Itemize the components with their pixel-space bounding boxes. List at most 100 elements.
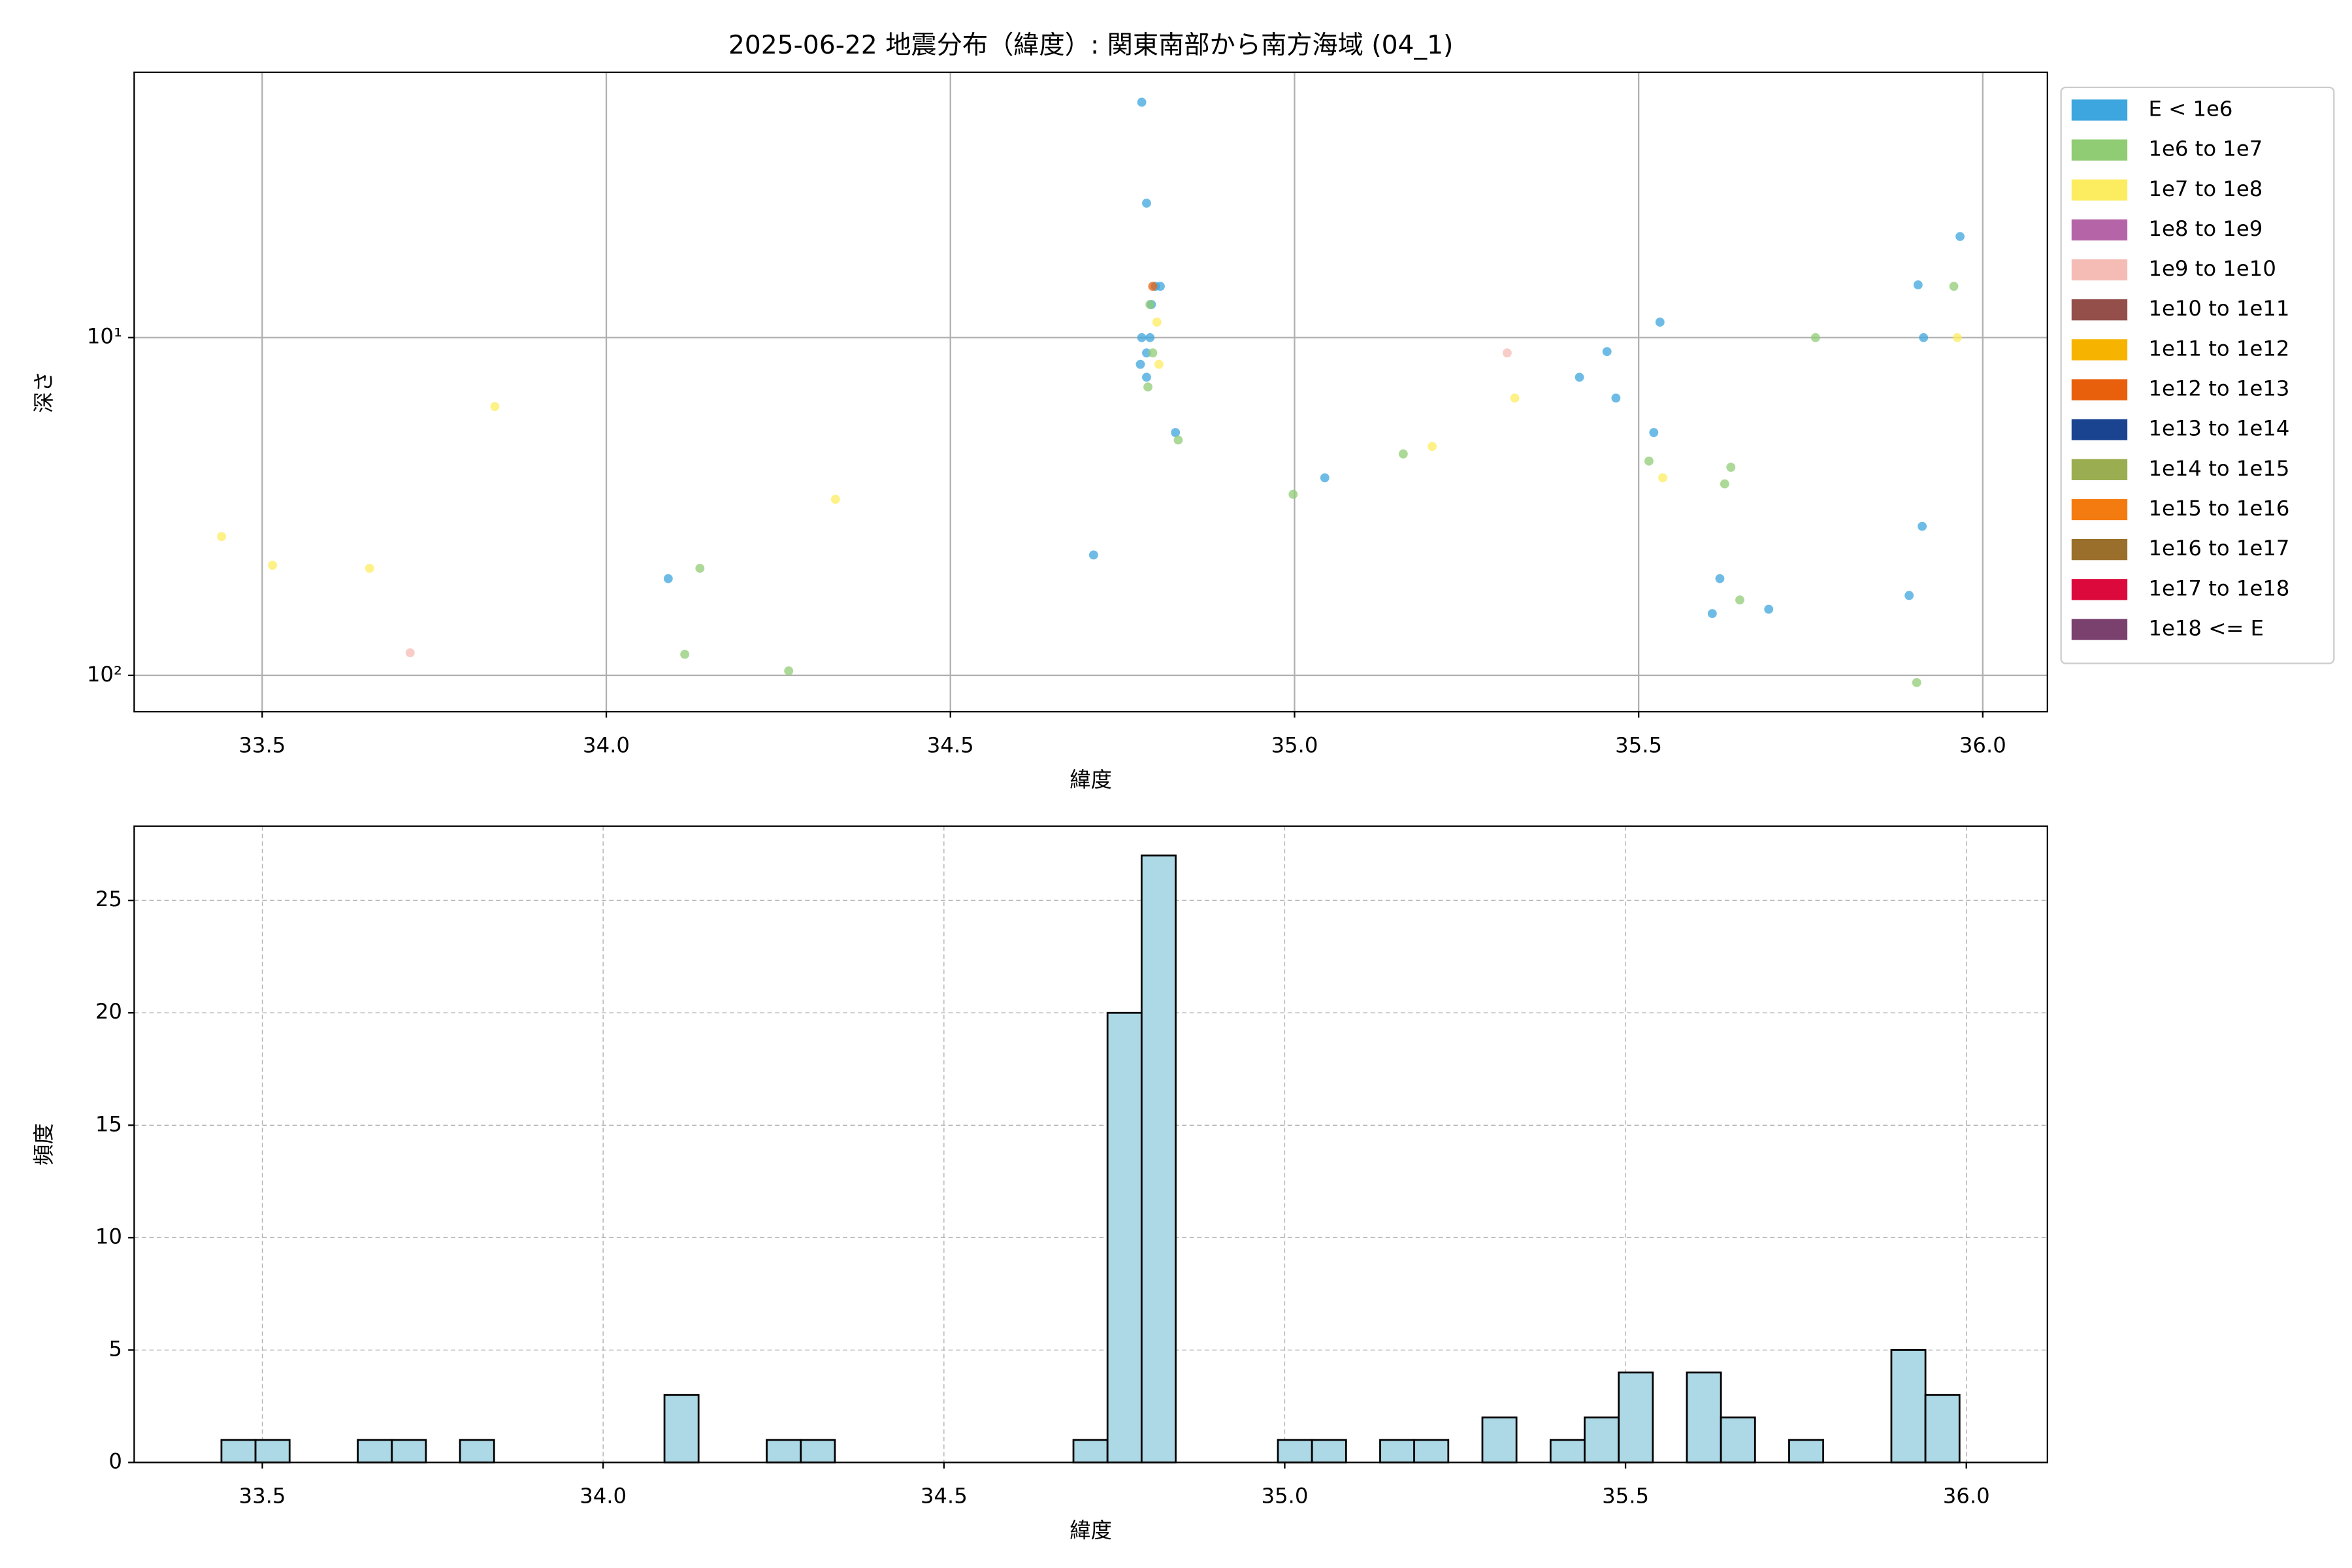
x-tick-label: 35.5 [1615,732,1662,757]
x-tick-label: 36.0 [1943,1484,1990,1509]
point [1658,473,1667,483]
point [1764,604,1774,614]
point [1904,591,1914,600]
legend-swatch [2071,498,2128,521]
y-axis-label: 頻度 [31,1123,56,1166]
x-axis-label: 緯度 [1070,767,1112,792]
point [784,666,794,676]
point [405,648,415,658]
point [680,649,690,659]
x-tick-label: 34.0 [583,732,630,757]
point [1143,382,1152,392]
legend-swatch [2071,219,2128,241]
point [1715,574,1725,583]
point [663,574,673,583]
bar [663,1394,700,1463]
bar [1140,854,1177,1463]
point [1644,456,1654,466]
point [1320,473,1330,483]
bar [1379,1439,1416,1463]
legend-swatch [2071,539,2128,561]
point [1655,318,1665,327]
legend-swatch [2071,379,2128,400]
y-tick-label: 10² [87,662,122,687]
legend-swatch [2071,579,2128,600]
y-axis-label: 深さ [31,371,56,414]
point [1156,282,1165,291]
point [1288,489,1298,499]
bar [1413,1439,1450,1463]
x-tick-label: 33.5 [239,1484,286,1509]
point [1611,393,1621,403]
point [1428,442,1437,451]
x-tick-label: 35.5 [1602,1484,1649,1509]
point [1088,550,1098,560]
legend-swatch [2071,459,2128,480]
bar [1311,1439,1347,1463]
bar [357,1439,393,1463]
plot-frame [133,825,2048,1463]
point [1949,282,1959,291]
x-axis-label: 緯度 [1070,1518,1112,1543]
bar [1106,1011,1143,1463]
legend-label: 1e17 to 1e18 [2148,576,2289,600]
point [1919,333,1929,342]
point [1137,333,1147,342]
legend-swatch [2071,299,2128,321]
legend-label: 1e13 to 1e14 [2148,416,2289,441]
bar [1618,1371,1654,1463]
x-tick-label: 35.0 [1261,1484,1308,1509]
legend-box [2060,86,2335,664]
x-tick-label: 36.0 [1959,732,2006,757]
y-tick-label: 5 [108,1336,122,1361]
legend-label: 1e14 to 1e15 [2148,456,2289,481]
legend-swatch [2071,99,2128,121]
legend-label: 1e18 <= E [2148,615,2264,640]
point [1707,609,1717,619]
point [268,561,278,570]
point [1810,333,1820,342]
point [830,495,840,504]
point [1952,333,1962,342]
x-tick-label: 35.0 [1271,732,1318,757]
point [1142,348,1151,358]
legend-label: 1e11 to 1e12 [2148,336,2289,361]
bar [1481,1416,1518,1463]
point [1575,372,1584,382]
point [1137,97,1147,107]
point [1510,393,1520,403]
point [1173,435,1183,445]
point [490,402,500,412]
point [1152,318,1162,327]
x-tick-label: 34.0 [580,1484,627,1509]
legend-label: 1e12 to 1e13 [2148,376,2289,401]
point [1142,199,1151,208]
y-tick-label: 15 [95,1111,122,1136]
x-tick-label: 33.5 [238,732,286,757]
bar [1720,1416,1756,1463]
point [1735,595,1744,605]
legend-label: 1e9 to 1e10 [2148,256,2276,281]
legend-swatch [2071,339,2128,361]
bar [1788,1439,1824,1463]
point [1726,463,1736,472]
point [217,532,227,542]
y-tick-label: 10 [95,1224,122,1249]
legend-label: 1e6 to 1e7 [2148,137,2262,161]
point [695,563,705,573]
legend-label: 1e10 to 1e11 [2148,296,2289,321]
point [1148,282,1158,291]
bar [254,1439,291,1463]
legend-swatch [2071,179,2128,201]
point [1142,372,1151,382]
legend-swatch [2071,139,2128,161]
point [1171,428,1181,437]
bar [391,1439,427,1463]
bar [800,1439,836,1463]
point [1135,359,1145,369]
bar [1584,1416,1620,1463]
bar [1072,1439,1109,1463]
legend-label: 1e7 to 1e8 [2148,176,2262,201]
bar [766,1439,802,1463]
bar [220,1439,257,1463]
